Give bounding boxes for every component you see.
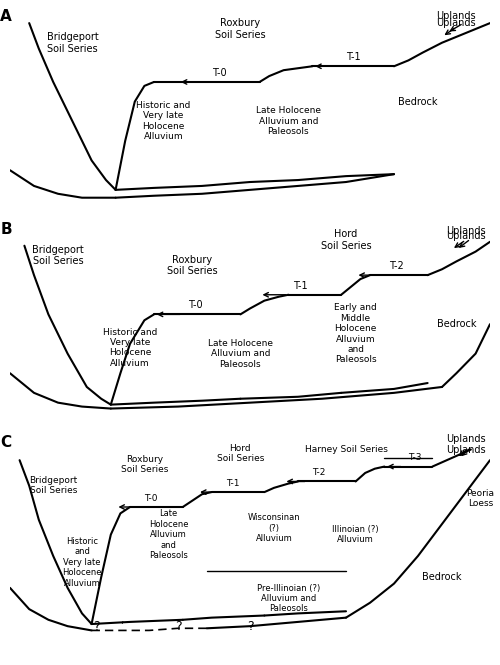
Text: Bedrock: Bedrock <box>422 572 462 583</box>
Text: ?: ? <box>246 620 254 632</box>
Text: Bedrock: Bedrock <box>398 96 438 106</box>
Text: Hord
Soil Series: Hord Soil Series <box>216 444 264 464</box>
Text: T-1: T-1 <box>346 53 360 63</box>
Text: T-0: T-0 <box>144 493 158 503</box>
Text: ?: ? <box>174 620 182 632</box>
Text: Roxbury
Soil Series: Roxbury Soil Series <box>215 18 266 40</box>
Text: Roxbury
Soil Series: Roxbury Soil Series <box>167 255 218 276</box>
Text: Harney Soil Series: Harney Soil Series <box>304 445 388 454</box>
Text: C: C <box>0 435 12 450</box>
Text: Uplands: Uplands <box>436 11 476 21</box>
Text: Hord
Soil Series: Hord Soil Series <box>320 229 372 251</box>
Text: Historic and
Very late
Holocene
Alluvium: Historic and Very late Holocene Alluvium <box>103 328 157 368</box>
Text: T-0: T-0 <box>188 301 202 311</box>
Text: T-1: T-1 <box>226 479 239 488</box>
Text: Roxbury
Soil Series: Roxbury Soil Series <box>120 455 168 474</box>
Text: Wisconsinan
(?)
Alluvium: Wisconsinan (?) Alluvium <box>248 513 300 543</box>
Text: T-0: T-0 <box>212 68 226 78</box>
Text: ?: ? <box>93 620 100 632</box>
Text: Uplands: Uplands <box>446 226 486 236</box>
Text: Late
Holocene
Alluvium
and
Paleosols: Late Holocene Alluvium and Paleosols <box>148 509 188 560</box>
Text: Illinoian (?)
Alluvium: Illinoian (?) Alluvium <box>332 525 379 545</box>
Text: T-2: T-2 <box>312 468 326 477</box>
Text: Late Holocene
Alluvium and
Paleosols: Late Holocene Alluvium and Paleosols <box>256 106 321 136</box>
Text: A: A <box>0 9 12 25</box>
Text: Late Holocene
Alluvium and
Paleosols: Late Holocene Alluvium and Paleosols <box>208 338 273 368</box>
Text: Uplands: Uplands <box>446 434 486 444</box>
Text: Bridgeport
Soil Series: Bridgeport Soil Series <box>32 245 84 266</box>
Text: T-1: T-1 <box>293 281 308 291</box>
Text: Historic
and
Very late
Holocene
Alluvium: Historic and Very late Holocene Alluvium <box>62 537 102 588</box>
Text: Bridgeport
Soil Series: Bridgeport Soil Series <box>46 32 98 53</box>
Text: Historic and
Very late
Holocene
Alluvium: Historic and Very late Holocene Alluvium <box>136 101 191 141</box>
Text: ,: , <box>120 614 124 625</box>
Text: Bedrock: Bedrock <box>436 319 476 329</box>
Text: Peoria
Loess: Peoria Loess <box>466 489 494 508</box>
Text: B: B <box>0 222 12 237</box>
Text: Early and
Middle
Holocene
Alluvium
and
Paleosols: Early and Middle Holocene Alluvium and P… <box>334 303 377 364</box>
Text: Uplands: Uplands <box>436 18 476 28</box>
Text: Bridgeport
Soil Series: Bridgeport Soil Series <box>29 476 78 495</box>
Text: Pre-Illinoian (?)
Alluvium and
Paleosols: Pre-Illinoian (?) Alluvium and Paleosols <box>257 584 320 613</box>
Text: Uplands: Uplands <box>446 231 486 241</box>
Text: T-2: T-2 <box>389 261 404 271</box>
Text: T-3: T-3 <box>408 454 422 462</box>
Text: Uplands: Uplands <box>446 444 486 455</box>
